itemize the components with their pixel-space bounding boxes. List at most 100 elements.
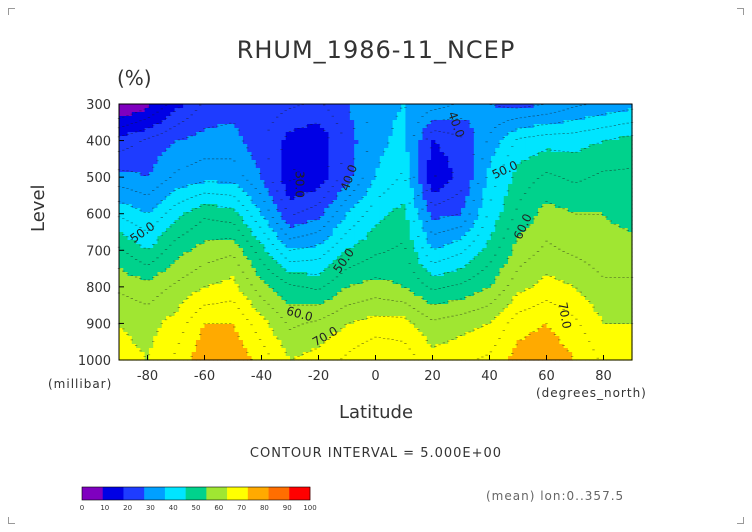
field-cell	[230, 192, 236, 197]
field-cell	[486, 124, 492, 129]
field-cell	[623, 232, 629, 237]
field-cell	[144, 148, 150, 153]
field-cell	[589, 144, 595, 149]
field-cell	[260, 192, 265, 197]
field-cell	[345, 184, 351, 189]
field-cell	[525, 260, 531, 265]
field-cell	[324, 252, 330, 257]
field-cell	[375, 228, 381, 233]
field-cell	[431, 144, 436, 149]
field-cell	[354, 232, 360, 237]
field-cell	[516, 104, 522, 109]
field-cell	[388, 116, 394, 121]
field-cell	[268, 184, 274, 189]
field-cell	[478, 196, 483, 201]
field-cell	[576, 188, 582, 193]
field-cell	[281, 128, 287, 133]
field-cell	[285, 112, 291, 117]
field-cell	[418, 144, 424, 149]
field-cell	[255, 156, 261, 161]
field-cell	[311, 108, 317, 113]
field-cell	[213, 160, 218, 165]
field-cell	[208, 184, 214, 189]
field-cell	[200, 108, 206, 113]
field-cell	[413, 184, 419, 189]
field-cell	[366, 192, 372, 197]
field-cell	[499, 200, 505, 205]
field-cell	[148, 260, 154, 265]
field-cell	[375, 164, 381, 169]
field-cell	[225, 104, 231, 109]
field-cell	[140, 192, 146, 197]
field-cell	[584, 200, 590, 205]
field-cell	[495, 232, 501, 237]
field-cell	[294, 192, 300, 197]
field-cell	[610, 136, 616, 141]
field-cell	[537, 120, 543, 125]
field-cell	[593, 160, 599, 165]
field-cell	[384, 232, 389, 237]
field-cell	[217, 200, 223, 205]
field-cell	[174, 196, 180, 201]
field-cell	[225, 264, 231, 269]
field-cell	[572, 108, 578, 113]
field-cell	[508, 200, 513, 205]
field-cell	[358, 252, 364, 257]
field-cell	[619, 204, 625, 209]
field-cell	[439, 240, 445, 245]
field-cell	[426, 224, 432, 229]
field-cell	[456, 136, 462, 141]
field-cell	[311, 208, 317, 213]
field-cell	[465, 132, 471, 137]
field-cell	[264, 224, 270, 229]
field-cell	[555, 172, 560, 177]
field-cell	[401, 164, 407, 169]
field-cell	[315, 196, 321, 201]
field-cell	[396, 264, 402, 269]
field-cell	[358, 160, 364, 165]
field-cell	[281, 196, 287, 201]
field-cell	[465, 200, 471, 205]
field-cell	[311, 232, 317, 237]
field-cell	[495, 152, 501, 157]
field-cell	[529, 224, 535, 229]
field-cell	[537, 176, 543, 181]
field-cell	[439, 188, 445, 193]
field-cell	[555, 124, 560, 129]
field-cell	[294, 232, 300, 237]
field-cell	[123, 184, 129, 189]
field-cell	[251, 176, 257, 181]
field-cell	[358, 180, 364, 185]
field-cell	[371, 124, 377, 129]
field-cell	[589, 140, 595, 145]
field-cell	[610, 192, 616, 197]
field-cell	[153, 152, 159, 157]
field-cell	[614, 252, 620, 257]
field-cell	[508, 124, 513, 129]
field-cell	[238, 196, 244, 201]
field-cell	[268, 168, 274, 173]
field-cell	[401, 264, 407, 269]
field-cell	[332, 160, 338, 165]
field-cell	[576, 256, 582, 261]
field-cell	[465, 180, 471, 185]
field-cell	[379, 152, 385, 157]
field-cell	[610, 176, 616, 181]
field-cell	[255, 176, 261, 181]
field-cell	[388, 148, 394, 153]
field-cell	[127, 124, 133, 129]
field-cell	[332, 264, 338, 269]
field-cell	[358, 248, 364, 253]
field-cell	[572, 168, 578, 173]
field-cell	[174, 208, 180, 213]
field-cell	[123, 240, 129, 245]
field-cell	[242, 196, 248, 201]
field-cell	[268, 132, 274, 137]
field-cell	[439, 112, 445, 117]
field-cell	[482, 264, 488, 269]
field-cell	[255, 168, 261, 173]
field-cell	[401, 248, 407, 253]
field-cell	[315, 172, 321, 177]
field-cell	[161, 172, 167, 177]
field-cell	[465, 248, 471, 253]
